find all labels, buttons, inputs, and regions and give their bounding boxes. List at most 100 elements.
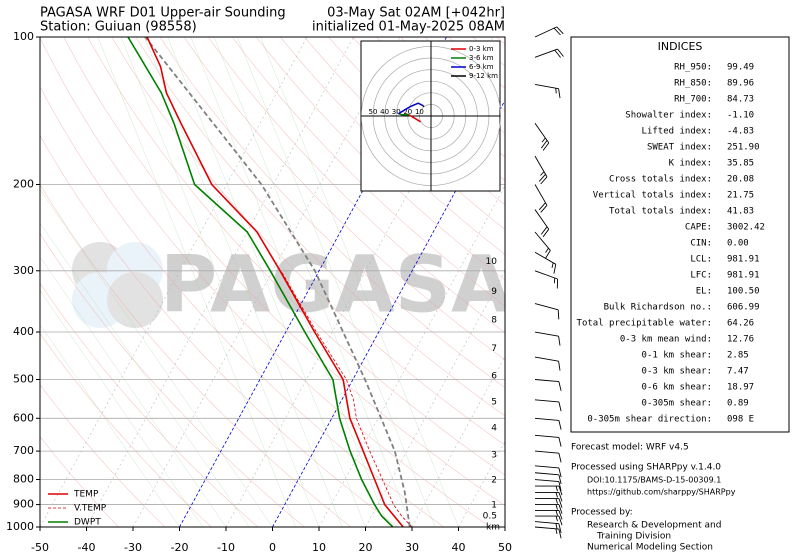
x-tick-label: -10 xyxy=(217,541,235,554)
index-label: Lifted index: xyxy=(642,127,712,137)
index-value: 981.91 xyxy=(727,255,760,265)
wind-barb xyxy=(534,26,564,38)
wind-barb xyxy=(534,491,563,502)
x-tick-label: 20 xyxy=(359,541,373,554)
barb-shape xyxy=(534,123,550,151)
wind-barb xyxy=(534,526,562,539)
barb-shape xyxy=(534,485,563,496)
wind-barb xyxy=(534,331,561,346)
height-label: 5 xyxy=(491,398,497,408)
index-value: 64.26 xyxy=(727,319,754,329)
hodo-trace xyxy=(398,112,409,116)
wind-barb xyxy=(534,231,551,259)
wind-barb xyxy=(534,209,550,238)
wind-barbs xyxy=(534,26,564,539)
legend-label: V.TEMP xyxy=(74,504,107,514)
barb-shape xyxy=(534,450,562,463)
dry-adiabat xyxy=(231,37,505,307)
barb-shape xyxy=(534,379,562,391)
dry-adiabat xyxy=(159,37,505,389)
hodo-trace xyxy=(398,102,424,115)
wind-barb xyxy=(534,485,563,496)
index-label: Cross totals index: xyxy=(609,175,712,185)
moist-adiabat xyxy=(40,290,204,527)
dry-adiabat xyxy=(87,37,505,476)
dry-adiabat xyxy=(40,384,166,527)
x-tick-label: 30 xyxy=(405,541,419,554)
x-tick-label: -40 xyxy=(78,541,96,554)
watermark: PAGASA xyxy=(72,240,505,330)
index-label: EL: xyxy=(696,287,712,297)
index-value: 0.00 xyxy=(727,239,749,249)
index-value: 981.91 xyxy=(727,271,760,281)
hodo-legend-label: 6-9 km xyxy=(469,63,494,71)
moist-adiabat xyxy=(40,188,273,527)
height-label: 10 xyxy=(486,257,498,267)
index-label: K index: xyxy=(669,159,712,169)
indices-table: RH_950: 99.49 RH_850: 89.96 RH_700: 84.73 Show… xyxy=(577,63,765,425)
index-value: 3002.42 xyxy=(727,223,765,233)
index-value: 100.50 xyxy=(727,287,760,297)
index-label: 0-3 km shear: xyxy=(642,367,712,377)
index-label: LCL: xyxy=(690,255,712,265)
barb-shape xyxy=(534,479,562,491)
height-label: 9 xyxy=(491,287,497,297)
index-value: -4.83 xyxy=(727,127,754,137)
wind-barb xyxy=(534,434,562,447)
isotherm xyxy=(86,37,354,527)
wind-barb xyxy=(534,399,562,412)
dry-adiabat xyxy=(63,37,505,506)
x-tick-label: 50 xyxy=(498,541,512,554)
index-value: 7.47 xyxy=(727,367,749,377)
index-value: 20.08 xyxy=(727,175,754,185)
moist-adiabat xyxy=(40,256,227,527)
dry-adiabat xyxy=(40,134,398,527)
index-value: 251.90 xyxy=(727,143,760,153)
barb-shape xyxy=(534,231,551,259)
dry-adiabat xyxy=(135,37,505,417)
footer-text: Training Division xyxy=(596,532,671,542)
moist-adiabat xyxy=(260,37,459,527)
index-value: 99.49 xyxy=(727,63,754,73)
barb-shape xyxy=(534,209,550,238)
barb-shape xyxy=(534,26,564,38)
wind-barb xyxy=(534,498,563,508)
hodo-trace xyxy=(422,105,425,108)
index-value: 2.85 xyxy=(727,351,749,361)
hodograph: 50 40 30 20 10 0-3 km3-6 km6-9 km9-12 km xyxy=(360,40,501,192)
x-tick-label: 0 xyxy=(269,541,276,554)
footer-text: Processed using SHARPpy v.1.4.0 xyxy=(571,463,721,473)
barb-shape xyxy=(534,84,561,99)
hodo-trace xyxy=(408,114,421,123)
legend-label: DWPT xyxy=(74,518,101,528)
barb-shape xyxy=(534,472,562,485)
moist-adiabat xyxy=(213,37,413,527)
index-label: SWEAT index: xyxy=(647,143,712,153)
hodo-legend-label: 0-3 km xyxy=(469,45,494,53)
height-label: 7 xyxy=(491,344,497,354)
x-tick-label: -20 xyxy=(171,541,189,554)
footer-text: DOI:10.1175/BAMS-D-15-00309.1 xyxy=(587,476,721,485)
dry-adiabat xyxy=(207,37,505,334)
y-tick-label: 900 xyxy=(13,498,34,511)
wind-barb xyxy=(534,479,562,491)
dry-adiabat xyxy=(40,333,212,527)
parcel-trace xyxy=(144,37,411,527)
barb-shape xyxy=(534,498,563,508)
y-tick-label: 600 xyxy=(13,411,34,424)
barb-shape xyxy=(534,465,562,478)
wind-barb xyxy=(534,303,560,320)
hodo-ring-label: 10 xyxy=(415,108,424,116)
barb-shape xyxy=(534,509,563,520)
barb-shape xyxy=(534,515,563,526)
x-tick-label: 10 xyxy=(312,541,326,554)
barb-shape xyxy=(534,303,560,320)
wind-barb xyxy=(534,504,563,514)
dry-adiabat xyxy=(255,37,505,281)
moist-adiabat xyxy=(237,37,436,527)
barb-shape xyxy=(534,521,562,534)
chart-title: PAGASA WRF D01 Upper-air Sounding xyxy=(40,6,286,21)
dry-adiabat xyxy=(111,37,505,446)
y-tick-label: 400 xyxy=(13,325,34,338)
